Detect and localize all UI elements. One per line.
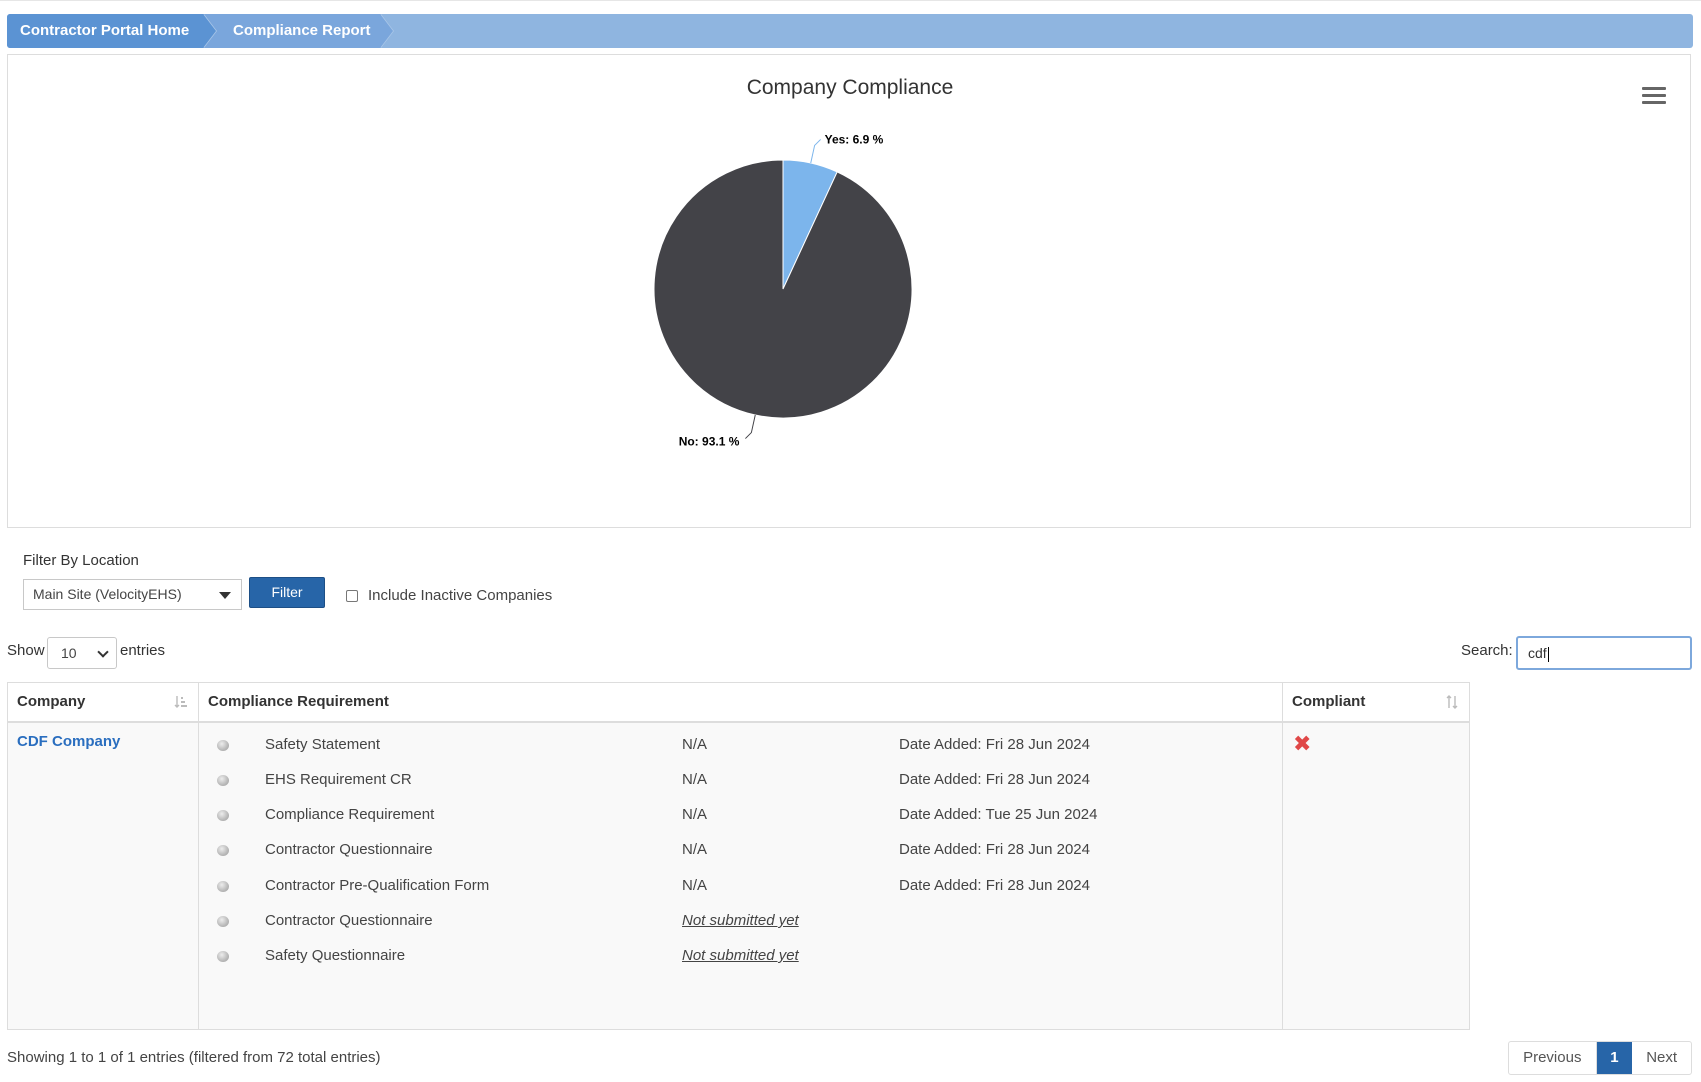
chevron-down-icon [97, 646, 109, 658]
requirement-date: Date Added: Fri 28 Jun 2024 [899, 877, 1090, 894]
requirement-name: Safety Questionnaire [265, 947, 406, 964]
caret-down-icon [219, 592, 231, 599]
requirement-name: Contractor Questionnaire [265, 912, 433, 929]
search-input-value: cdf [1528, 645, 1547, 661]
entries-label: entries [120, 642, 166, 659]
company-link[interactable]: CDF Company [17, 733, 121, 750]
chart-menu-icon[interactable] [1642, 87, 1666, 107]
table-header-row: Company Compliance Requirement Compliant [8, 683, 1469, 723]
bullet-icon [217, 775, 229, 786]
search-label: Search: [1461, 642, 1513, 659]
sort-both-icon [1446, 695, 1458, 709]
requirement-date: Date Added: Tue 25 Jun 2024 [899, 806, 1098, 823]
compliance-chart-panel: Company Compliance Yes: 6.9 % No: 93.1 % [7, 54, 1691, 528]
sort-ascending-icon [174, 696, 187, 708]
column-header-compliance-requirement: Compliance Requirement [199, 683, 1283, 721]
pagination: Previous 1 Next [1508, 1041, 1692, 1075]
requirement-date: Date Added: Fri 28 Jun 2024 [899, 771, 1090, 788]
data-label-yes: Yes: 6.9 % [825, 132, 884, 146]
requirements-cell: Safety Statement N/A Date Added: Fri 28 … [199, 723, 1283, 1029]
breadcrumb: Contractor Portal Home Compliance Report [7, 14, 1693, 48]
text-cursor [1547, 646, 1549, 662]
search-input[interactable]: cdf [1516, 636, 1692, 670]
requirement-status: N/A [682, 877, 708, 894]
table-row: CDF Company Safety Statement N/A Date Ad… [8, 723, 1469, 1029]
data-label-no: No: 93.1 % [679, 435, 740, 449]
requirement-status: N/A [682, 771, 708, 788]
requirement-name: Contractor Pre-Qualification Form [265, 877, 490, 894]
entries-per-page-select[interactable]: 10 [47, 637, 117, 669]
table-info-text: Showing 1 to 1 of 1 entries (filtered fr… [7, 1049, 381, 1066]
requirement-item: Contractor Pre-Qualification Form N/A Da… [199, 872, 1283, 902]
requirement-name: Contractor Questionnaire [265, 841, 433, 858]
breadcrumb-home-link[interactable]: Contractor Portal Home [7, 14, 203, 48]
requirement-item: Safety Statement N/A Date Added: Fri 28 … [199, 731, 1283, 761]
filter-by-location-label: Filter By Location [23, 552, 139, 569]
previous-page-button[interactable]: Previous [1509, 1042, 1597, 1074]
page-1-button[interactable]: 1 [1596, 1042, 1633, 1074]
requirement-item: Contractor Questionnaire Not submitted y… [199, 907, 1283, 937]
requirement-date: Date Added: Fri 28 Jun 2024 [899, 736, 1090, 753]
bullet-icon [217, 951, 229, 962]
show-label: Show [7, 642, 45, 659]
company-cell: CDF Company [8, 723, 199, 1029]
next-page-button[interactable]: Next [1646, 1049, 1678, 1066]
bullet-icon [217, 916, 229, 927]
requirement-name: Compliance Requirement [265, 806, 435, 823]
column-header-label: Company [17, 693, 86, 710]
location-select-value: Main Site (VelocityEHS) [33, 586, 182, 602]
requirement-status: N/A [682, 841, 708, 858]
requirement-item: Safety Questionnaire Not submitted yet [199, 942, 1283, 972]
chart-title: Company Compliance [747, 76, 954, 99]
bullet-icon [217, 881, 229, 892]
requirement-name: EHS Requirement CR [265, 771, 412, 788]
requirement-status: N/A [682, 806, 708, 823]
requirement-item: Contractor Questionnaire N/A Date Added:… [199, 836, 1283, 866]
compliance-table: Company Compliance Requirement Compliant… [7, 682, 1470, 1030]
requirement-date: Date Added: Fri 28 Jun 2024 [899, 841, 1090, 858]
x-icon: ✖ [1293, 731, 1312, 756]
filter-button[interactable]: Filter [249, 577, 325, 608]
include-inactive-checkbox[interactable] [346, 590, 358, 602]
requirement-item: EHS Requirement CR N/A Date Added: Fri 2… [199, 766, 1283, 796]
not-submitted-link[interactable]: Not submitted yet [682, 912, 799, 929]
pie-slice-no[interactable] [653, 159, 913, 419]
compliant-cell: ✖ [1283, 723, 1469, 1029]
column-header-compliant[interactable]: Compliant [1283, 683, 1469, 721]
top-divider [0, 0, 1701, 1]
data-label-connector [745, 414, 756, 439]
bullet-icon [217, 810, 229, 821]
bullet-icon [217, 740, 229, 751]
not-submitted-link[interactable]: Not submitted yet [682, 947, 799, 964]
breadcrumb-compliance-report-link[interactable]: Compliance Report [203, 14, 380, 48]
requirement-item: Compliance Requirement N/A Date Added: T… [199, 801, 1283, 831]
requirement-status: N/A [682, 736, 708, 753]
entries-select-value: 10 [61, 645, 77, 661]
column-header-label: Compliance Requirement [208, 693, 389, 710]
column-header-company[interactable]: Company [8, 683, 199, 721]
breadcrumb-separator [380, 14, 393, 48]
location-select[interactable]: Main Site (VelocityEHS) [23, 579, 242, 610]
requirement-name: Safety Statement [265, 736, 381, 753]
data-label-connector [810, 139, 821, 164]
bullet-icon [217, 845, 229, 856]
pie-chart: Company Compliance Yes: 6.9 % No: 93.1 % [653, 76, 954, 449]
include-inactive-label: Include Inactive Companies [368, 587, 553, 604]
column-header-label: Compliant [1292, 693, 1366, 710]
breadcrumb-separator [203, 14, 216, 48]
